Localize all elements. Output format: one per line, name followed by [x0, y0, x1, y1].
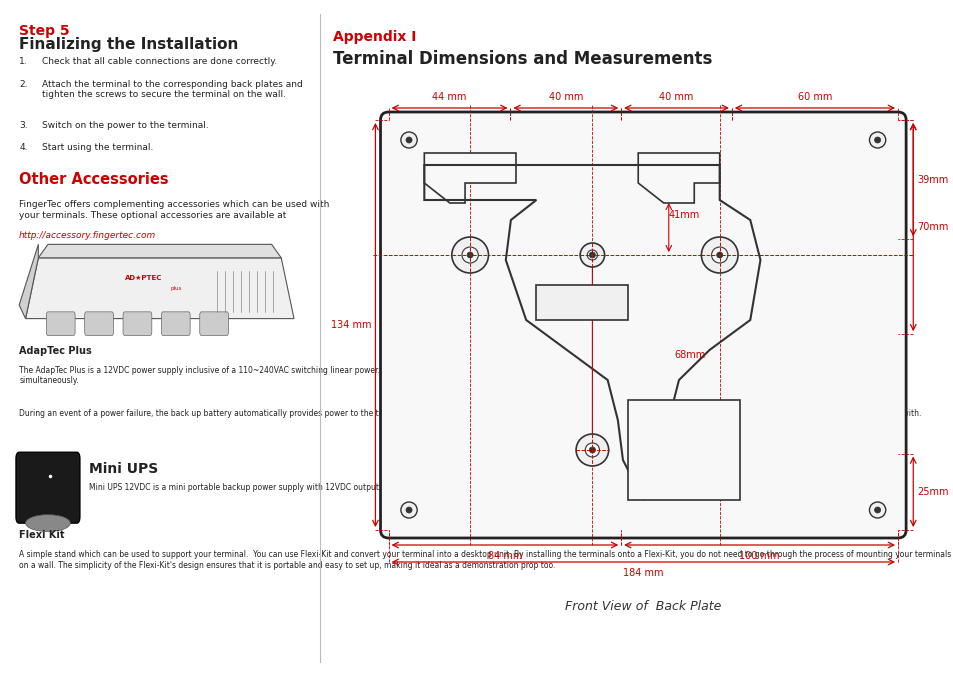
Text: http://accessory.fingertec.com: http://accessory.fingertec.com — [19, 231, 156, 240]
Text: 2.: 2. — [19, 80, 28, 88]
Text: 44 mm: 44 mm — [432, 92, 466, 102]
Text: Appendix I: Appendix I — [333, 30, 416, 44]
Circle shape — [584, 443, 598, 457]
FancyBboxPatch shape — [16, 452, 80, 523]
Polygon shape — [38, 244, 281, 258]
FancyBboxPatch shape — [123, 312, 152, 335]
Text: 84 mm: 84 mm — [487, 551, 521, 561]
Text: Start using the terminal.: Start using the terminal. — [42, 143, 152, 152]
Text: Finalizing the Installation: Finalizing the Installation — [19, 37, 238, 52]
Text: 1.: 1. — [19, 57, 28, 66]
Text: 100 mm: 100 mm — [739, 551, 779, 561]
Circle shape — [467, 252, 473, 258]
Polygon shape — [26, 258, 294, 319]
Text: Attach the terminal to the corresponding back plates and
tighten the screws to s: Attach the terminal to the corresponding… — [42, 80, 302, 99]
Circle shape — [461, 247, 477, 263]
Bar — [627, 400, 740, 500]
Text: 184 mm: 184 mm — [622, 568, 663, 578]
Text: FingerTec offers complementing accessories which can be used with
your terminals: FingerTec offers complementing accessori… — [19, 200, 329, 220]
Circle shape — [589, 447, 595, 453]
Circle shape — [452, 237, 488, 273]
Text: Other Accessories: Other Accessories — [19, 172, 169, 187]
PathPatch shape — [638, 153, 719, 203]
Text: 25mm: 25mm — [917, 487, 948, 497]
FancyBboxPatch shape — [161, 312, 190, 335]
Text: 134 mm: 134 mm — [331, 320, 371, 330]
PathPatch shape — [424, 153, 516, 203]
Text: 68mm: 68mm — [673, 350, 704, 360]
Text: 41mm: 41mm — [668, 210, 700, 220]
Text: A simple stand which can be used to support your terminal.  You can use Flexi-Ki: A simple stand which can be used to supp… — [19, 550, 950, 570]
Ellipse shape — [26, 515, 71, 532]
FancyBboxPatch shape — [85, 312, 113, 335]
Text: Step 5: Step 5 — [19, 24, 70, 38]
Bar — [536, 285, 627, 320]
Text: 40 mm: 40 mm — [548, 92, 582, 102]
Text: 3.: 3. — [19, 121, 28, 130]
Circle shape — [874, 137, 880, 143]
Text: 70mm: 70mm — [917, 222, 947, 232]
Polygon shape — [19, 244, 38, 319]
Circle shape — [711, 247, 727, 263]
Circle shape — [874, 507, 880, 513]
Circle shape — [868, 502, 884, 518]
Text: AdapTec Plus: AdapTec Plus — [19, 346, 91, 356]
Text: Check that all cable connections are done correctly.: Check that all cable connections are don… — [42, 57, 276, 66]
Text: Switch on the power to the terminal.: Switch on the power to the terminal. — [42, 121, 208, 130]
Text: 4.: 4. — [19, 143, 28, 152]
Text: Terminal Dimensions and Measurements: Terminal Dimensions and Measurements — [333, 50, 711, 68]
Text: 40 mm: 40 mm — [659, 92, 693, 102]
Circle shape — [700, 237, 738, 273]
Circle shape — [400, 502, 416, 518]
Circle shape — [576, 434, 608, 466]
Text: AD★PTEC: AD★PTEC — [125, 275, 162, 281]
Text: Flexi Kit: Flexi Kit — [19, 530, 65, 540]
Text: Mini UPS 12VDC is a mini portable backup power supply with 12VDC output, supplyi: Mini UPS 12VDC is a mini portable backup… — [90, 483, 790, 491]
Circle shape — [579, 243, 604, 267]
Text: Front View of  Back Plate: Front View of Back Plate — [564, 600, 720, 613]
Text: plus: plus — [170, 286, 181, 291]
Text: 39mm: 39mm — [917, 175, 947, 185]
Circle shape — [589, 252, 595, 258]
Circle shape — [406, 137, 412, 143]
Circle shape — [868, 132, 884, 148]
Text: The AdapTec Plus is a 12VDC power supply inclusive of a 110~240VAC switching lin: The AdapTec Plus is a 12VDC power supply… — [19, 366, 894, 385]
Circle shape — [716, 252, 722, 258]
Text: During an event of a power failure, the back up battery automatically provides p: During an event of a power failure, the … — [19, 409, 921, 418]
Circle shape — [406, 507, 412, 513]
FancyBboxPatch shape — [199, 312, 229, 335]
Text: 60 mm: 60 mm — [797, 92, 831, 102]
Circle shape — [400, 132, 416, 148]
Circle shape — [587, 250, 597, 260]
FancyBboxPatch shape — [380, 112, 905, 538]
FancyBboxPatch shape — [47, 312, 75, 335]
Text: Mini UPS: Mini UPS — [90, 462, 158, 477]
